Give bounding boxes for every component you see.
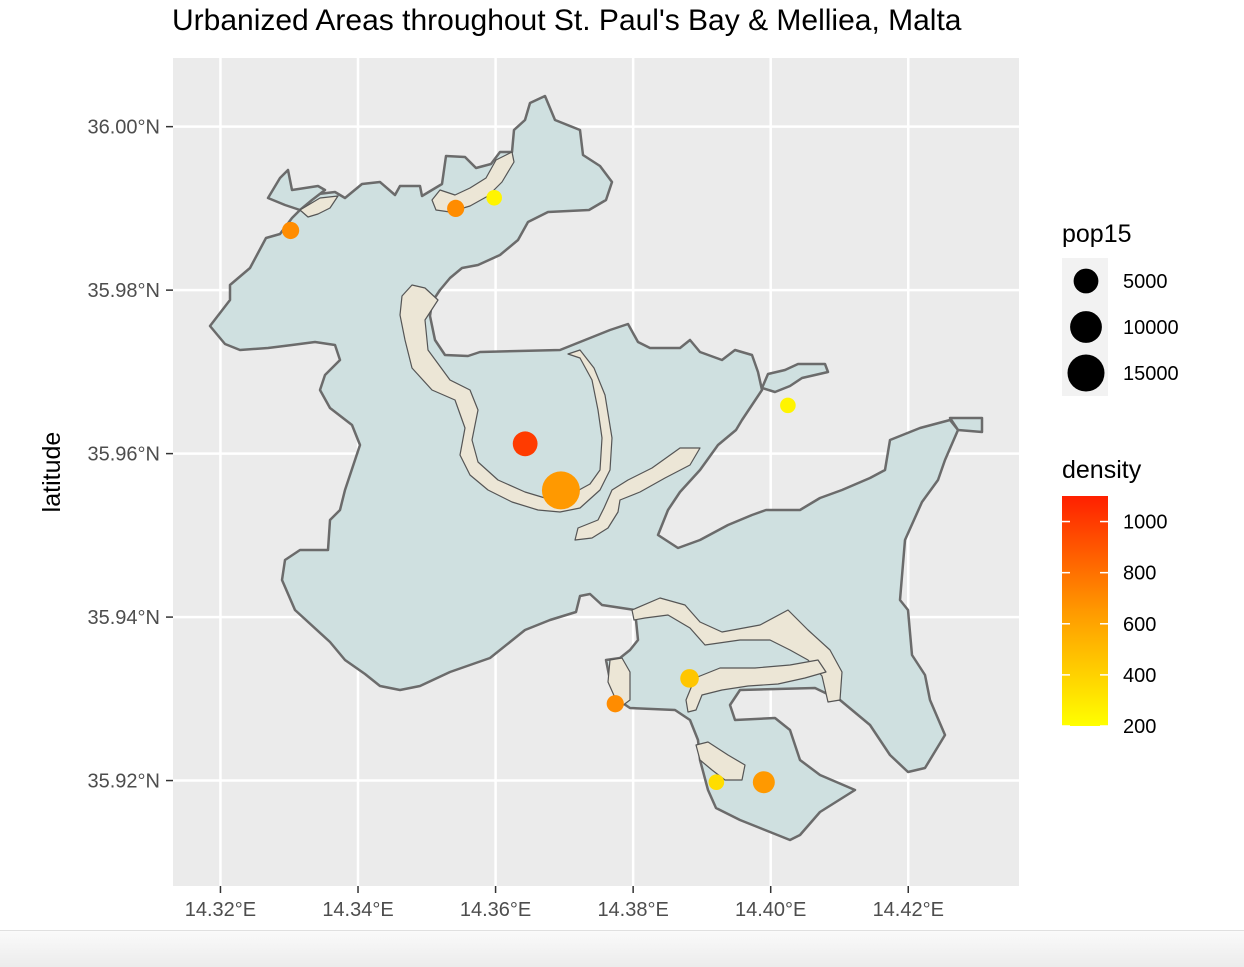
legend-size-label: 5000	[1123, 271, 1168, 293]
y-axis-title: latitude	[38, 432, 66, 513]
legend-size-key	[1070, 311, 1102, 343]
x-tick-label: 14.38°E	[597, 899, 668, 921]
population-point	[486, 189, 503, 206]
population-point	[447, 199, 465, 217]
y-tick-label: 36.00°N	[88, 117, 161, 139]
urban-area	[685, 659, 827, 713]
population-point	[680, 669, 699, 688]
legend-color-label: 600	[1123, 614, 1156, 636]
population-points	[282, 189, 796, 794]
legend-color-title: density	[1062, 456, 1142, 484]
urban-area	[299, 195, 339, 218]
window-bottom-bar	[0, 930, 1244, 967]
x-tick-label: 14.36°E	[460, 899, 531, 921]
urban-area	[631, 597, 843, 703]
legend-color-label: 800	[1123, 563, 1156, 585]
legend-size-key	[1073, 268, 1099, 294]
population-point	[606, 695, 624, 713]
y-tick-label: 35.98°N	[88, 280, 161, 302]
legend-color-label: 1000	[1123, 512, 1168, 534]
population-point	[708, 774, 725, 790]
legend-pop15: pop15 5000 10000 15000	[1062, 220, 1179, 396]
land-polygon	[266, 168, 327, 212]
land-polygon	[208, 94, 984, 842]
density-colorbar	[1062, 496, 1108, 726]
x-axis: 14.32°E 14.34°E 14.36°E 14.38°E 14.40°E 14.42…	[185, 886, 944, 921]
population-point	[541, 471, 580, 510]
y-axis: 35.92°N 35.94°N 35.96°N 35.98°N 36.00°N	[88, 117, 173, 793]
legend-size-title: pop15	[1062, 220, 1132, 248]
population-point	[512, 431, 538, 457]
y-tick-label: 35.96°N	[88, 444, 161, 466]
urban-area	[695, 741, 746, 781]
urban-area	[607, 657, 631, 707]
legend-color-label: 200	[1123, 716, 1156, 738]
land-polygon	[760, 362, 830, 394]
x-tick-label: 14.42°E	[873, 899, 944, 921]
urban-area	[399, 284, 613, 513]
x-tick-label: 14.32°E	[185, 899, 256, 921]
legend-density: density 1000 800 600 400 200	[1062, 456, 1168, 738]
legend-size-key	[1067, 354, 1105, 392]
x-tick-label: 14.40°E	[735, 899, 806, 921]
y-tick-label: 35.92°N	[88, 771, 161, 793]
y-tick-label: 35.94°N	[88, 607, 161, 629]
urban-area	[574, 447, 701, 541]
legend-size-label: 15000	[1123, 363, 1179, 385]
urban-areas	[299, 151, 843, 781]
population-point	[282, 221, 300, 240]
legend-color-label: 400	[1123, 665, 1156, 687]
legend-size-label: 10000	[1123, 317, 1179, 339]
chart-title: Urbanized Areas throughout St. Paul's Ba…	[172, 4, 962, 37]
x-tick-label: 14.34°E	[322, 899, 393, 921]
population-point	[780, 397, 796, 414]
population-point	[752, 771, 775, 794]
